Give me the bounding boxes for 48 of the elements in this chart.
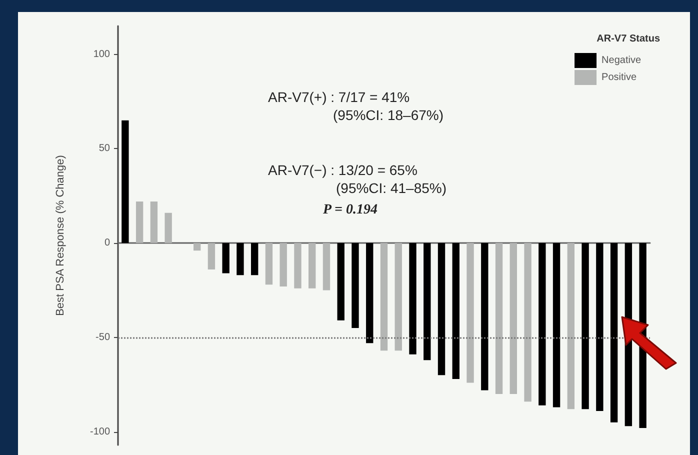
bar: [538, 243, 546, 406]
bar: [265, 243, 273, 285]
bar: [438, 243, 446, 376]
annotation: (95%CI: 18–67%): [333, 107, 444, 123]
y-tick-label: 0: [104, 238, 110, 249]
annotation: AR-V7(+) : 7/17 = 41%: [268, 89, 410, 105]
bar: [280, 243, 287, 286]
bar: [582, 243, 589, 410]
bar: [495, 243, 503, 394]
bar: [524, 243, 532, 402]
y-tick-label: -50: [96, 332, 110, 343]
bar: [466, 243, 474, 383]
bar: [308, 243, 316, 288]
bar: [122, 120, 129, 244]
bar: [236, 243, 244, 276]
bar: [610, 243, 618, 422]
bar: [150, 202, 158, 244]
bar: [394, 243, 402, 351]
legend-label: Positive: [602, 72, 637, 83]
bar: [380, 243, 388, 351]
bar: [193, 243, 201, 251]
bar: [222, 243, 230, 274]
bar: [409, 243, 416, 354]
annotation: (95%CI: 41–85%): [336, 180, 447, 196]
bar: [337, 243, 344, 320]
bar: [481, 243, 488, 390]
bar: [452, 243, 460, 379]
annotation: AR-V7(−) : 13/20 = 65%: [268, 162, 418, 178]
bar: [424, 243, 431, 360]
bar: [136, 202, 144, 244]
bar: [352, 243, 359, 328]
bar: [251, 243, 258, 276]
bar: [567, 243, 575, 410]
legend-title: AR-V7 Status: [596, 34, 660, 44]
y-axis-title: Best PSA Response (% Change): [54, 155, 66, 316]
annotation: P = 0.194: [323, 202, 378, 218]
bar: [596, 243, 604, 412]
bar: [322, 243, 330, 290]
bar: [510, 243, 517, 394]
bar: [164, 212, 172, 244]
bar: [366, 243, 374, 344]
legend-label: Negative: [602, 55, 642, 66]
y-tick-label: 100: [93, 48, 110, 60]
bar: [208, 243, 216, 270]
bar: [294, 243, 302, 288]
y-tick-label: -100: [90, 426, 110, 438]
bar: [552, 243, 560, 408]
y-tick-label: 50: [98, 143, 110, 154]
